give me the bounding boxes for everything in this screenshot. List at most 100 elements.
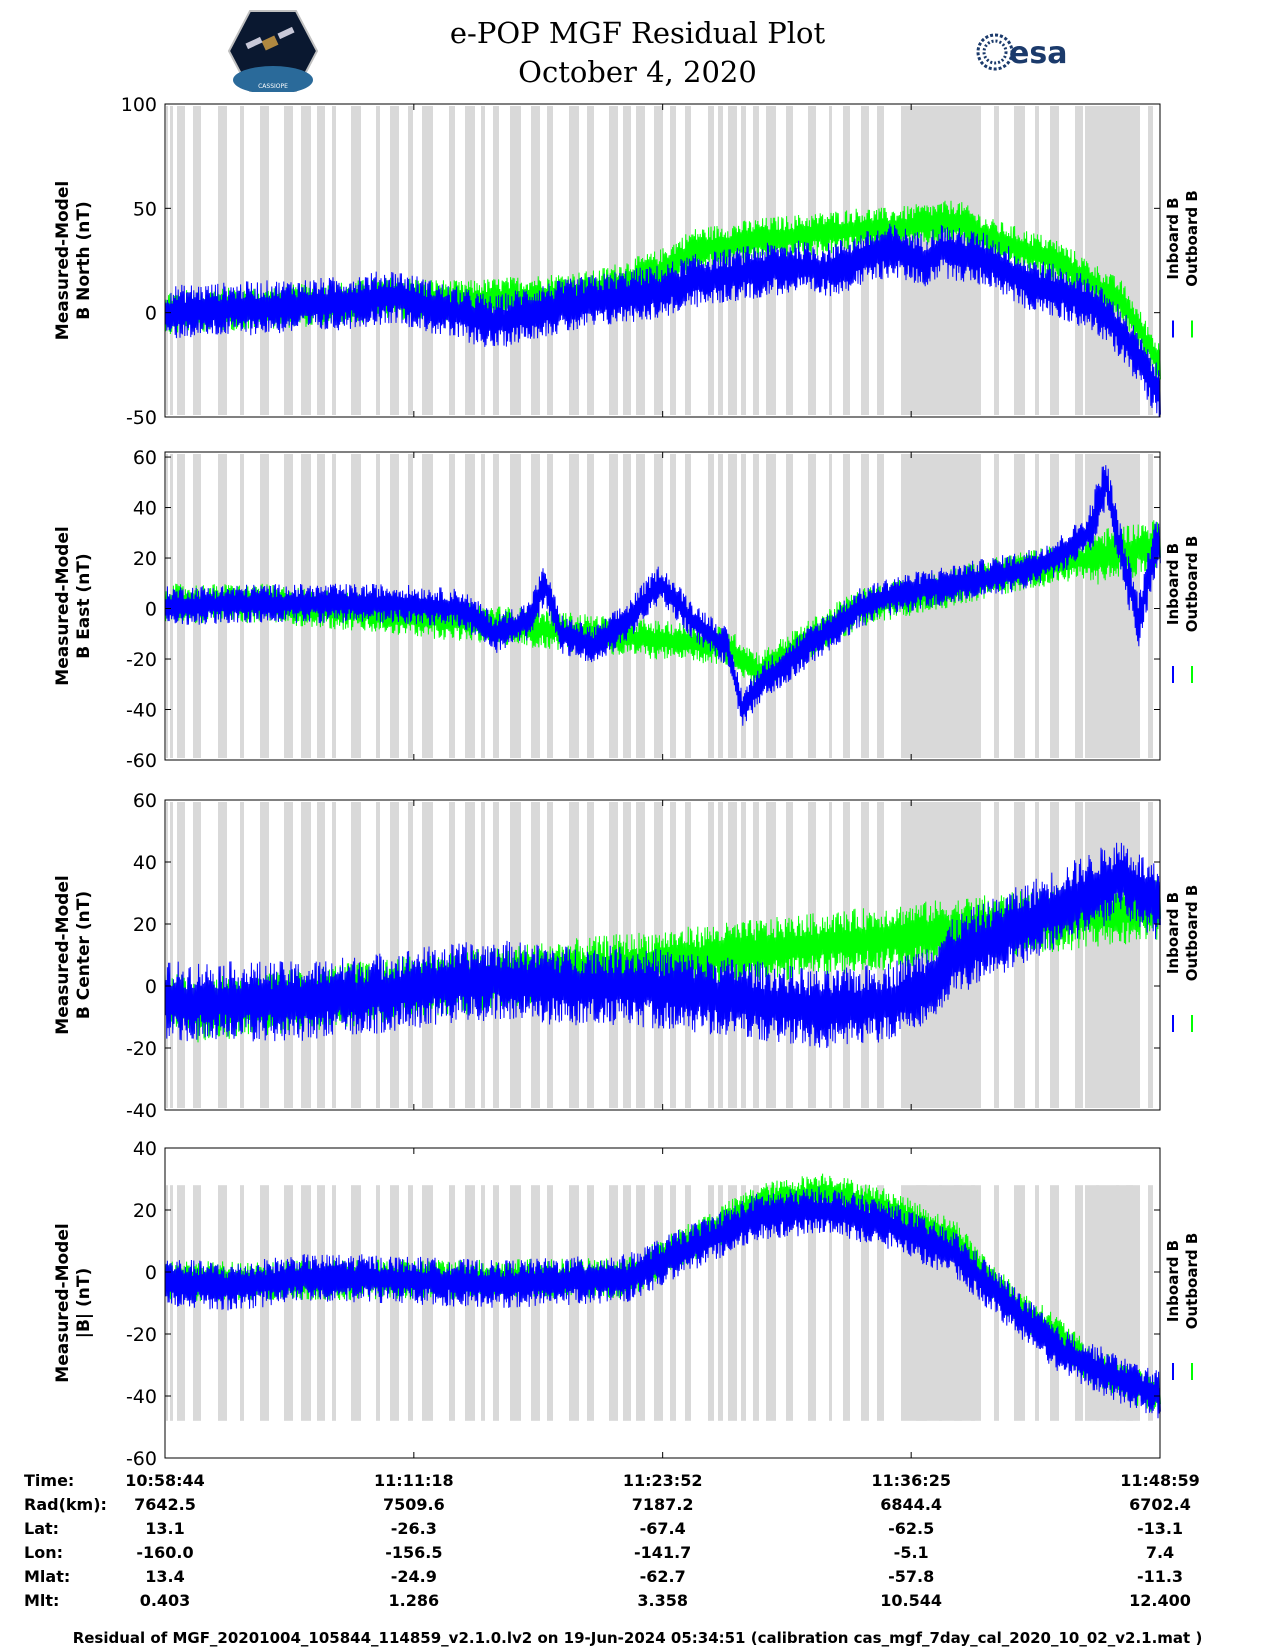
data-gap-24 (609, 1185, 618, 1421)
data-gap-13 (408, 802, 413, 1108)
y-tick-label: 0 (145, 976, 157, 998)
ephemeris-cell: -5.1 (894, 1543, 929, 1562)
data-gap-35 (766, 454, 776, 758)
data-gap-24 (609, 454, 618, 758)
data-gap-59 (1085, 106, 1140, 415)
cassiope-logo-text: CASSIOPE (258, 83, 288, 90)
data-gap-50 (1050, 454, 1059, 758)
data-gap-42 (901, 1185, 905, 1421)
data-gap-5 (260, 106, 269, 415)
data-gap-27 (654, 1185, 663, 1421)
data-gap-30 (708, 106, 714, 415)
legend-inboard-label: Inboard B (1164, 543, 1182, 625)
data-gap-17 (481, 1185, 485, 1421)
ephemeris-cell: -62.5 (888, 1519, 934, 1538)
y-tick-label: -20 (126, 1038, 157, 1060)
data-gap-5 (260, 1185, 269, 1421)
data-gap-18 (493, 1185, 499, 1421)
legend: Inboard BOutboard B (1164, 536, 1201, 683)
ephemeris-cell: 1.286 (389, 1591, 440, 1610)
y-tick-label: 20 (133, 1200, 157, 1222)
data-gap-30 (708, 1185, 714, 1421)
ephemeris-cell: -160.0 (136, 1543, 193, 1562)
legend: Inboard BOutboard B (1164, 190, 1201, 338)
y-axis-label-line2: B North (nT) (74, 201, 94, 320)
data-gap-6 (284, 802, 293, 1108)
data-gap-7 (301, 802, 311, 1108)
ephemeris-cell: 11:36:25 (871, 1471, 951, 1490)
ephemeris-cell: 0.403 (140, 1591, 191, 1610)
legend-labels: Inboard BOutboard B (1164, 536, 1201, 633)
ephemeris-row-label: Mlt: (24, 1591, 59, 1610)
data-gap-5 (260, 802, 269, 1108)
data-gap-6 (284, 1185, 293, 1421)
data-gap-37 (808, 454, 816, 758)
data-gap-20 (531, 802, 540, 1108)
data-gap-35 (766, 1185, 776, 1421)
ephemeris-cell: 11:23:52 (623, 1471, 703, 1490)
series-inboard-b-panel-4 (164, 1186, 1161, 1419)
data-gap-26 (636, 106, 645, 415)
legend-outboard-label: Outboard B (1183, 190, 1201, 287)
y-tick-label: 100 (121, 94, 157, 116)
data-gap-32 (728, 454, 737, 758)
data-gap-57 (170, 106, 173, 415)
ephemeris-cell: -62.7 (640, 1567, 686, 1586)
y-tick-label: -60 (126, 750, 157, 772)
ephemeris-cell: -57.8 (888, 1567, 934, 1586)
ephemeris-cell: 11:48:59 (1120, 1471, 1200, 1490)
ephemeris-cell: -141.7 (634, 1543, 691, 1562)
y-tick-label: -40 (126, 1100, 157, 1122)
legend-inboard-label: Inboard B (1164, 892, 1182, 974)
data-gap-11 (376, 1185, 380, 1421)
y-axis-label: Measured-Model|B| (nT) (53, 1223, 94, 1382)
data-gap-8 (317, 106, 325, 415)
data-gap-56 (166, 1185, 168, 1421)
data-gap-32 (728, 1185, 737, 1421)
data-gap-48 (1014, 454, 1025, 758)
legend-labels: Inboard BOutboard B (1164, 885, 1201, 982)
data-gap-1 (177, 802, 185, 1108)
data-gap-46 (971, 454, 981, 758)
legend-labels: Inboard BOutboard B (1164, 190, 1201, 287)
data-gap-1 (177, 106, 185, 415)
data-gap-50 (1050, 1185, 1059, 1421)
ephemeris-cell: 3.358 (637, 1591, 688, 1610)
series-inboard-b-panel-2 (164, 465, 1161, 726)
data-gap-6 (284, 106, 293, 415)
legend-outboard-label: Outboard B (1183, 1233, 1201, 1330)
cassiope-logo: CASSIOPE (228, 10, 318, 92)
data-gap-13 (408, 106, 413, 415)
y-axis-label-line2: |B| (nT) (74, 1268, 94, 1339)
ephemeris-cell: 10.544 (880, 1591, 942, 1610)
data-gap-21 (547, 1185, 553, 1421)
data-gap-19 (510, 106, 521, 415)
ephemeris-cell: 7187.2 (632, 1495, 694, 1514)
data-gap-59 (1085, 802, 1140, 1108)
data-gap-2 (193, 802, 201, 1108)
data-gap-13 (408, 1185, 413, 1421)
data-gap-55 (1148, 802, 1153, 1108)
data-gap-51 (1075, 1185, 1083, 1421)
data-gap-9 (332, 106, 336, 415)
y-tick-label: -40 (126, 1386, 157, 1408)
ephemeris-cell: 11:11:18 (374, 1471, 454, 1490)
data-gap-26 (636, 1185, 645, 1421)
ephemeris-cell: -156.5 (385, 1543, 442, 1562)
y-axis-label: Measured-ModelB Center (nT) (53, 875, 94, 1034)
data-gap-22 (569, 454, 579, 758)
y-tick-label: 0 (145, 599, 157, 621)
ephemeris-cell: -26.3 (391, 1519, 437, 1538)
data-gap-8 (317, 802, 325, 1108)
esa-logo-text: esa (1009, 36, 1067, 71)
data-gap-25 (623, 1185, 631, 1421)
data-gap-38 (829, 454, 832, 758)
panel-4: 40 20 0 -20 -40 -60 Measured-Model|B| (nT) Inbo… (53, 1138, 1201, 1470)
ephemeris-cell: -13.1 (1137, 1519, 1183, 1538)
y-tick-label: -20 (126, 1324, 157, 1346)
ephemeris-cell: 12.400 (1129, 1591, 1191, 1610)
y-tick-label: 40 (133, 1138, 157, 1160)
data-gap-23 (587, 454, 594, 758)
data-gap-10 (351, 802, 361, 1108)
